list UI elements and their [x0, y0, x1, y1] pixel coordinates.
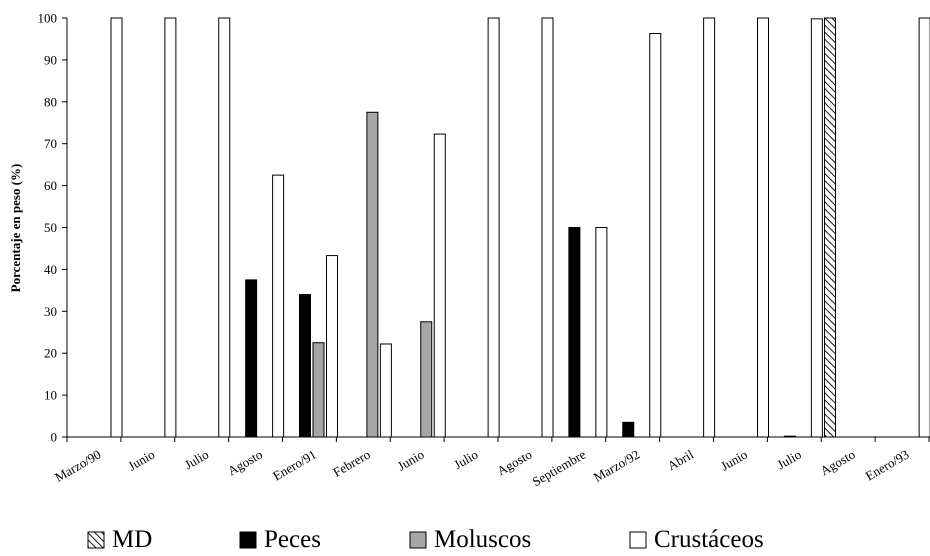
x-tick-label-febrero-6: Febrero — [330, 447, 373, 480]
y-tick-label: 60 — [44, 178, 57, 193]
y-tick-label: 0 — [51, 430, 58, 445]
bar-moluscos-6 — [366, 111, 379, 438]
bar-crustaceos-7 — [433, 133, 446, 438]
legend-item-peces: Peces — [239, 526, 321, 553]
bar-crustaceos-10 — [595, 227, 608, 438]
legend-item-md: MD — [87, 526, 152, 553]
bar-crustaceos-14 — [810, 18, 823, 438]
x-tick-label-septiembre-10: Septiembre — [530, 446, 589, 489]
legend-item-moluscos: Moluscos — [409, 526, 531, 553]
bar-crustaceos-11 — [649, 33, 662, 438]
x-tick-label-marzo-92-11: Marzo/92 — [591, 447, 642, 485]
x-tick-label-junio-7: Junio — [395, 447, 427, 474]
bar-crustaceos-1 — [110, 17, 123, 438]
legend-label-crustaceos: Crustáceos — [654, 526, 764, 551]
bar-crustaceos-12 — [703, 17, 716, 438]
legend-swatch-peces — [239, 531, 257, 549]
bar-md-15 — [824, 17, 836, 438]
bar-moluscos-5 — [312, 342, 325, 438]
y-tick-label: 50 — [44, 220, 57, 235]
bar-peces-5 — [299, 294, 311, 438]
y-tick-label: 20 — [44, 346, 57, 361]
legend-label-md: MD — [112, 526, 152, 551]
bar-peces-14 — [783, 435, 796, 438]
y-tick-label: 70 — [44, 136, 57, 151]
bar-crustaceos-6 — [379, 343, 392, 438]
x-tick-label-junio-13: Junio — [718, 447, 750, 474]
bar-peces-4 — [245, 279, 258, 438]
bars — [110, 17, 930, 438]
y-tick-label: 90 — [44, 52, 57, 67]
bar-crustaceos-3 — [218, 17, 231, 438]
x-tick-labels: Marzo/90 Junio Julio Agosto Enero/91 Febrero J… — [52, 446, 911, 489]
bar-crustaceos-8 — [487, 17, 500, 438]
bar-crustaceos-9 — [541, 17, 554, 438]
x-tick-label-julio-8: Julio — [451, 447, 480, 473]
x-tick-label-marzo-90-1: Marzo/90 — [52, 447, 103, 485]
legend-swatch-moluscos — [409, 531, 427, 549]
axes: 0 10 20 30 40 50 60 70 80 90 100 — [38, 11, 930, 445]
legend: MD Peces Moluscos Crustáceos — [87, 526, 764, 553]
bar-peces-10 — [568, 227, 581, 438]
y-tick-label: 40 — [44, 262, 57, 277]
bar-moluscos-7 — [420, 321, 433, 438]
bar-crustaceos-13 — [757, 17, 769, 438]
bar-crustaceos-5 — [326, 255, 338, 438]
legend-item-crustaceos: Crustáceos — [629, 526, 764, 553]
x-tick-label-junio-2: Junio — [125, 447, 157, 474]
legend-swatch-crustaceos — [629, 531, 647, 549]
legend-label-peces: Peces — [264, 526, 321, 551]
bar-crustaceos-16 — [918, 17, 930, 438]
x-tick-label-agosto-9: Agosto — [494, 447, 534, 479]
legend-label-moluscos: Moluscos — [434, 526, 531, 551]
x-tick-label-julio-14: Julio — [774, 447, 803, 473]
x-tick-label-julio-3: Julio — [182, 447, 211, 473]
bar-crustaceos-4 — [272, 174, 285, 438]
y-tick-label: 100 — [38, 11, 58, 26]
x-tick-label-enero-93-16: Enero/93 — [863, 447, 912, 484]
legend-swatch-md — [87, 531, 105, 549]
x-tick-label-enero-91-5: Enero/91 — [270, 447, 319, 484]
x-tick-label-abril-12: Abril — [665, 446, 697, 473]
y-tick-label: 80 — [44, 94, 57, 109]
x-tick-label-agosto-4: Agosto — [225, 447, 265, 479]
bar-peces-11 — [622, 421, 635, 438]
y-axis-title: Porcentaje en peso (%) — [8, 164, 23, 293]
y-tick-label: 30 — [44, 304, 57, 319]
bar-crustaceos-2 — [164, 17, 177, 438]
y-tick-label: 10 — [44, 388, 57, 403]
x-tick-label-agosto-15: Agosto — [818, 447, 858, 479]
